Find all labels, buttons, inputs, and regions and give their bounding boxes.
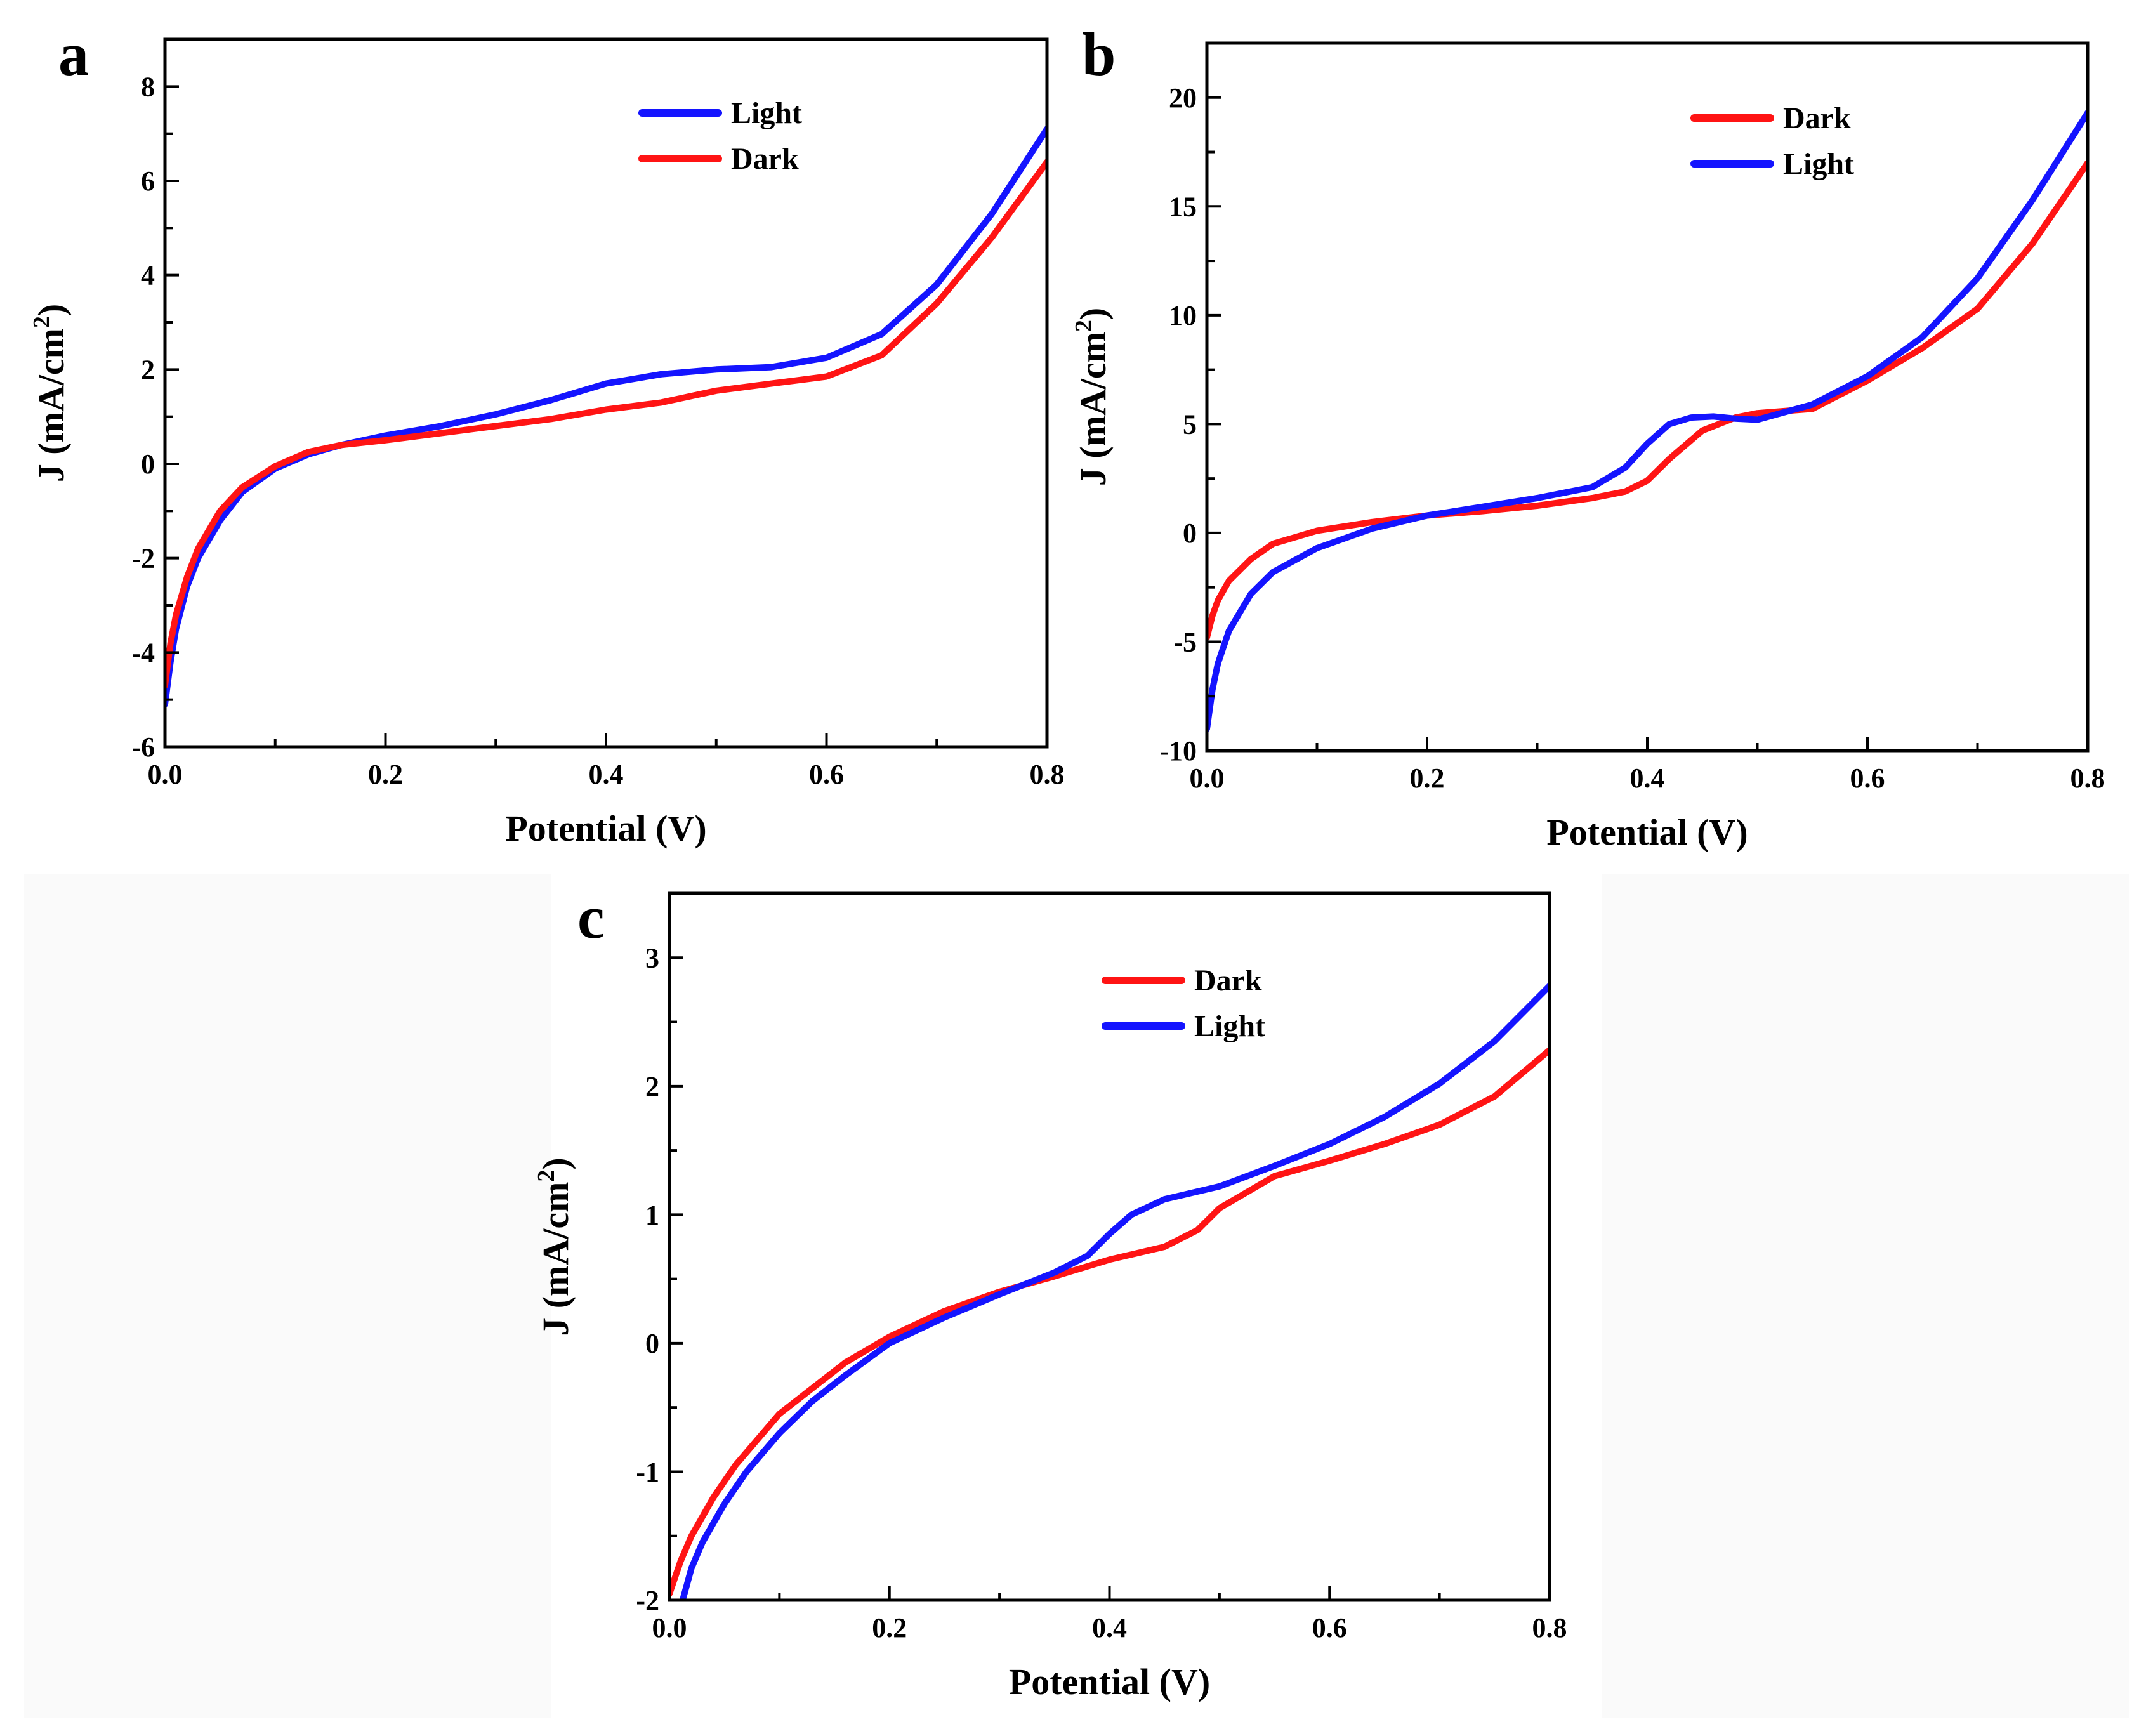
y-tick-label: 3 (645, 942, 659, 973)
x-tick-label: 0.0 (148, 759, 183, 790)
y-tick-label: 2 (645, 1071, 659, 1102)
y-axis-title-close: ) (535, 1157, 576, 1169)
series-line-dark (1207, 159, 2088, 641)
x-axis-title: Potential (V) (1009, 1661, 1210, 1702)
y-tick-label: -1 (636, 1456, 659, 1487)
x-tick-label: 0.6 (809, 759, 844, 790)
x-tick-label: 0.6 (1850, 763, 1885, 794)
y-axis-title-main: J (mA/cm (1072, 332, 1114, 486)
chart-panel-a: a 0.0 0.2 0.4 0.6 0.8 -6 -4 -2 0 2 4 6 8 Potential … (29, 20, 1065, 849)
chart-c-marks (669, 982, 1550, 1600)
x-tick-label: 0.4 (1630, 763, 1665, 794)
y-tick-label: 0 (1183, 518, 1197, 549)
y-tick-label: -2 (131, 543, 155, 574)
x-tick-label: 0.8 (1030, 759, 1065, 790)
y-axis-title: J (mA/cm2) (29, 304, 72, 483)
series-group (669, 982, 1550, 1600)
series-group (1207, 109, 2088, 732)
y-tick-label: 2 (141, 354, 155, 385)
series-group (165, 126, 1047, 708)
legend: Dark Light (1102, 964, 1265, 1043)
y-axis-title-close: ) (30, 304, 72, 316)
x-axis-ticks: 0.0 0.2 0.4 0.6 0.8 (652, 1586, 1567, 1643)
x-tick-label: 0.8 (2070, 763, 2105, 794)
x-axis-title: Potential (V) (505, 808, 706, 849)
y-tick-label: 4 (141, 260, 155, 291)
x-axis-title: Potential (V) (1546, 812, 1748, 853)
legend-label-dark: Dark (731, 142, 799, 176)
y-tick-label: 15 (1169, 191, 1197, 222)
y-tick-label: 1 (645, 1199, 659, 1230)
x-tick-label: 0.2 (1410, 763, 1445, 794)
panel-label: a (58, 20, 89, 88)
panel-label: c (577, 883, 605, 951)
y-axis-title-superscript: 2 (1070, 320, 1097, 332)
x-tick-label: 0.4 (1092, 1612, 1127, 1643)
chart-panel-b: b 0.0 0.2 0.4 0.6 0.8 -10 -5 0 5 10 15 20 Potentia… (1070, 20, 2105, 853)
x-tick-label: 0.8 (1532, 1612, 1567, 1643)
panel-label: b (1082, 20, 1116, 88)
y-tick-label: -2 (636, 1585, 659, 1616)
x-tick-label: 0.2 (872, 1612, 907, 1643)
y-tick-label: -5 (1173, 626, 1197, 657)
legend: Light Dark (638, 96, 802, 176)
legend-label-dark: Dark (1783, 102, 1851, 135)
y-tick-label: 5 (1183, 409, 1197, 440)
x-tick-label: 0.2 (368, 759, 403, 790)
y-axis-ticks: -10 -5 0 5 10 15 20 (1159, 82, 1221, 766)
chart-panel-c: c 0.0 0.2 0.4 0.6 0.8 -2 -1 0 1 2 3 Potential (V)… (533, 883, 1567, 1702)
y-tick-label: 8 (141, 71, 155, 102)
legend: Dark Light (1690, 102, 1854, 181)
legend-label-dark: Dark (1194, 964, 1262, 997)
chart-b-marks (1207, 109, 2088, 732)
y-axis-ticks: -2 -1 0 1 2 3 (636, 942, 683, 1616)
series-line-dark (165, 159, 1047, 689)
x-tick-label: 0.0 (652, 1612, 687, 1643)
chart-a-marks (165, 126, 1047, 708)
series-line-light (165, 126, 1047, 708)
y-axis-title-superscript: 2 (533, 1170, 560, 1182)
y-tick-label: 10 (1169, 300, 1197, 331)
y-tick-label: 20 (1169, 82, 1197, 114)
y-tick-label: 0 (645, 1328, 659, 1359)
legend-label-light: Light (731, 96, 802, 130)
background-panel-left (24, 874, 551, 1718)
y-axis-title-main: J (mA/cm (30, 328, 72, 482)
series-line-light (679, 982, 1550, 1600)
y-tick-label: -4 (131, 637, 155, 668)
y-axis-title: J (mA/cm2) (533, 1157, 576, 1336)
x-tick-label: 0.6 (1312, 1612, 1347, 1643)
y-axis-ticks: -6 -4 -2 0 2 4 6 8 (131, 71, 179, 763)
y-axis-title-superscript: 2 (29, 316, 55, 328)
x-tick-label: 0.0 (1190, 763, 1225, 794)
y-tick-label: -6 (131, 732, 155, 763)
background-panel-right (1602, 874, 2129, 1718)
y-tick-label: 0 (141, 449, 155, 480)
y-axis-title-main: J (mA/cm (535, 1182, 576, 1336)
y-tick-label: -10 (1159, 735, 1197, 766)
x-axis-ticks: 0.0 0.2 0.4 0.6 0.8 (1190, 737, 2105, 794)
series-line-light (1207, 109, 2088, 732)
x-axis-ticks: 0.0 0.2 0.4 0.6 0.8 (148, 733, 1065, 790)
legend-label-light: Light (1194, 1009, 1265, 1043)
y-axis-title-close: ) (1072, 308, 1114, 320)
y-axis-title: J (mA/cm2) (1070, 308, 1114, 487)
y-tick-label: 6 (141, 166, 155, 197)
x-tick-label: 0.4 (589, 759, 624, 790)
legend-label-light: Light (1783, 147, 1854, 181)
